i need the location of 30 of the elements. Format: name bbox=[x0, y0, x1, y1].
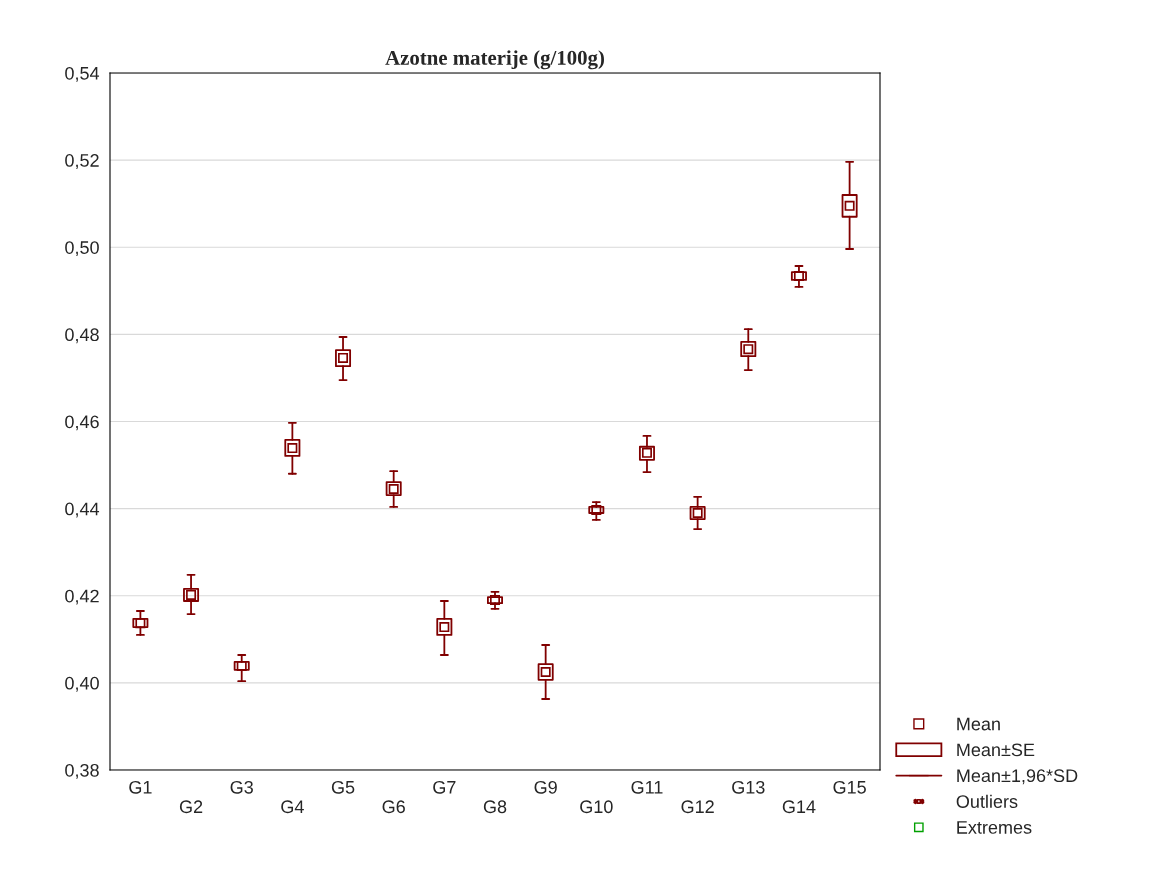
x-tick-label: G15 bbox=[833, 780, 866, 794]
x-tick-label: G3 bbox=[230, 780, 253, 794]
x-tick-label: G1 bbox=[129, 780, 152, 794]
y-tick-label: 0,42 bbox=[65, 589, 99, 605]
y-tick-label: 0,48 bbox=[65, 328, 99, 344]
y-tick-label: 0,38 bbox=[65, 763, 99, 779]
x-tick-label: G7 bbox=[433, 780, 456, 794]
text: Extremes bbox=[957, 821, 1032, 834]
y-tick-label: 0,46 bbox=[65, 415, 99, 431]
text: Mean±1,96*SD bbox=[957, 769, 1078, 785]
x-tick-label: G13 bbox=[732, 780, 765, 794]
x-tick-label: G10 bbox=[580, 800, 613, 814]
x-tick-label: G5 bbox=[331, 780, 355, 794]
x-tick-label: G2 bbox=[179, 800, 203, 814]
text: Outliers bbox=[956, 794, 1018, 808]
y-tick-label: 0,54 bbox=[65, 66, 100, 82]
y-tick-label: 0,52 bbox=[65, 154, 99, 169]
x-tick-label: G14 bbox=[782, 800, 816, 814]
x-tick-label: G8 bbox=[483, 800, 507, 814]
x-tick-label: G4 bbox=[281, 800, 304, 814]
x-tick-label: G12 bbox=[681, 800, 714, 814]
y-tick-label: 0,50 bbox=[65, 241, 99, 257]
text: Mean±SE bbox=[957, 743, 1035, 757]
x-tick-label: G6 bbox=[382, 800, 405, 814]
x-tick-label: G9 bbox=[534, 780, 557, 794]
y-tick-label: 0,40 bbox=[65, 676, 99, 692]
legend-label: Mean bbox=[957, 717, 1000, 731]
y-tick-label: 0,44 bbox=[65, 502, 100, 518]
x-tick-label: G11 bbox=[631, 780, 663, 794]
chart-title: Azotne materije (g/100g) bbox=[385, 50, 604, 70]
